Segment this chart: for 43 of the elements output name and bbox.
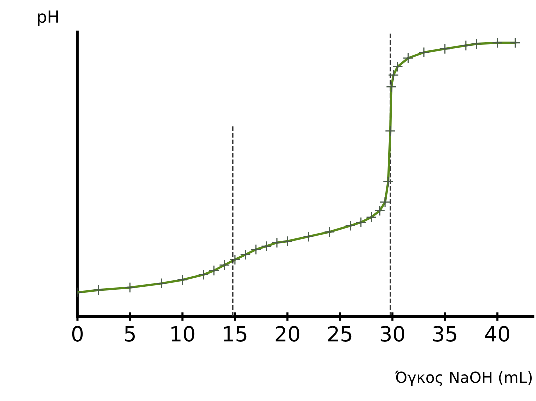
point [219, 260, 230, 271]
x-tick-label: 25 [328, 326, 352, 342]
point [345, 220, 356, 232]
point [230, 254, 241, 266]
point [272, 237, 283, 248]
point [156, 278, 168, 290]
point [93, 284, 104, 296]
point [383, 176, 394, 188]
point [282, 236, 294, 247]
point [392, 61, 404, 72]
point [418, 47, 430, 58]
x-tick-label: 15 [224, 326, 247, 342]
point [198, 269, 210, 280]
x-tick-label: 30 [380, 326, 405, 342]
point [385, 126, 396, 137]
point [386, 82, 398, 93]
y-axis-title: pH [38, 10, 58, 26]
point [492, 38, 504, 48]
point [366, 212, 378, 223]
point [177, 274, 188, 286]
x-axis-title: Όγκος NaOH (mL) [395, 370, 532, 386]
point [324, 226, 336, 238]
point [388, 70, 400, 81]
x-tick-label: 40 [485, 326, 510, 342]
point [356, 217, 367, 228]
point [208, 265, 220, 276]
point [510, 38, 521, 48]
point [380, 196, 391, 208]
x-tick-label: 20 [276, 326, 300, 342]
point [440, 44, 451, 54]
point [402, 52, 414, 64]
point [303, 231, 314, 242]
x-tick-label: 35 [433, 326, 457, 342]
point [261, 241, 272, 252]
point [240, 250, 252, 260]
x-tick-label: 10 [172, 326, 195, 342]
x-tick-label: 5 [125, 326, 136, 342]
point [460, 40, 472, 52]
point [124, 282, 136, 294]
x-tick-label: 0 [72, 326, 83, 342]
point [374, 205, 386, 216]
point [250, 244, 262, 256]
point [471, 38, 482, 50]
